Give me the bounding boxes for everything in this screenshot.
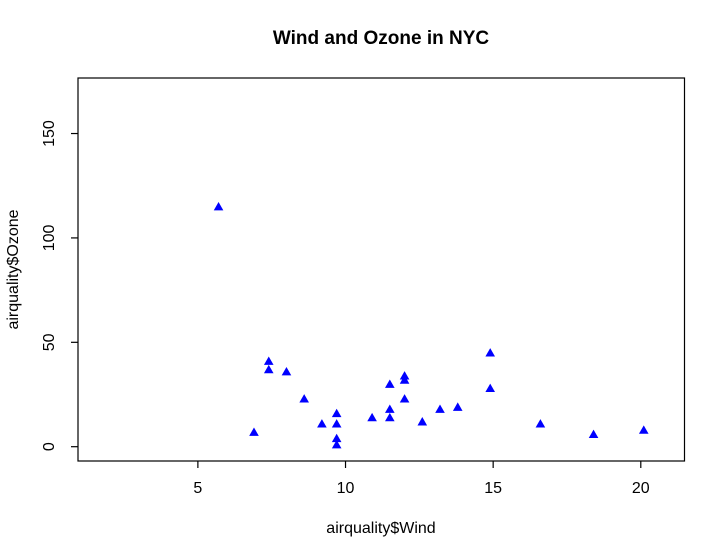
data-point-triangle [263,364,274,374]
data-point-triangle [399,394,410,403]
x-tick-label: 5 [193,480,202,497]
data-point-triangle [588,429,599,438]
x-tick-label: 10 [337,480,355,497]
x-axis-label: airquality$Wind [326,520,435,537]
data-point-triangle [485,348,496,357]
data-points [213,202,649,449]
data-point-triangle [331,419,342,428]
data-point-triangle [417,417,428,426]
y-tick-label: 50 [41,333,58,351]
data-point-triangle [367,412,377,422]
y-tick-label: 150 [41,120,58,147]
y-tick-label: 0 [41,442,58,451]
x-axis-ticks: 5 10 15 20 [193,461,650,497]
data-point-triangle [535,419,546,428]
y-axis-label: airquality$Ozone [5,209,22,329]
x-tick-label: 15 [484,480,502,497]
y-axis-ticks: 0 50 100 150 [41,120,78,451]
data-point-triangle [485,383,496,393]
data-point-triangle [331,440,342,449]
chart-title: Wind and Ozone in NYC [273,28,489,49]
data-point-triangle [399,375,410,384]
data-point-triangle [385,412,395,422]
data-point-triangle [638,425,649,434]
plot-box [77,77,686,462]
data-point-triangle [331,433,342,443]
data-point-triangle [263,356,274,365]
data-point-triangle [213,202,224,211]
data-point-triangle [385,379,395,388]
data-point-triangle [317,419,327,428]
data-point-triangle [452,402,463,411]
x-tick-label: 20 [632,480,650,497]
data-point-triangle [299,394,309,403]
data-point-triangle [385,404,395,413]
y-tick-label: 100 [41,224,58,251]
data-point-triangle [435,404,445,413]
data-point-triangle [331,408,342,418]
data-point-triangle [281,366,292,376]
data-point-triangle [249,427,259,436]
